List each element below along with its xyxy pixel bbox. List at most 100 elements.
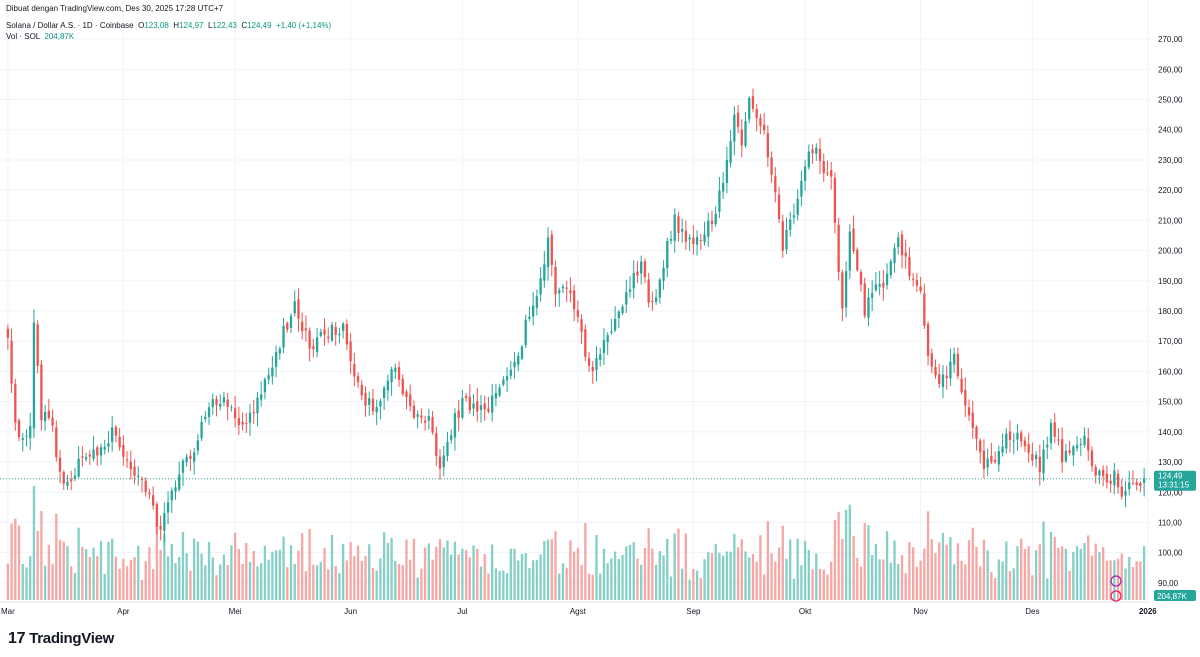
volume-bar: [364, 556, 367, 600]
candle-body: [662, 267, 665, 281]
x-tick-label: Nov: [913, 607, 927, 616]
candle-body: [930, 353, 933, 367]
price-axis[interactable]: 270,00 260,00 250,00 240,00 230,00 220,00 210,…: [1158, 35, 1183, 588]
tradingview-logo[interactable]: 17 TradingView: [8, 630, 114, 648]
candle-body: [789, 219, 792, 230]
candle-body: [710, 220, 714, 225]
volume-bar: [822, 569, 825, 600]
candle-body: [695, 237, 699, 245]
candle-body: [461, 398, 464, 418]
candle-body: [871, 292, 874, 298]
y-tick-label: 110,00: [1158, 518, 1182, 527]
volume-bar: [1049, 531, 1053, 600]
symbol-title[interactable]: Solana / Dollar A.S. · 1D · Coinbase: [6, 21, 134, 30]
volume-bar: [379, 558, 382, 600]
volume-bar: [744, 551, 747, 600]
y-tick-label: 230,00: [1158, 156, 1183, 165]
volume-bar: [908, 542, 911, 600]
candle-body: [610, 331, 613, 333]
candle-body: [938, 374, 941, 385]
volume-bar: [885, 531, 889, 600]
volume-bar: [952, 564, 956, 600]
candle-body: [818, 148, 822, 161]
candle-body: [658, 279, 661, 298]
volume-bar: [192, 538, 196, 600]
open-label: O: [138, 21, 145, 30]
volume-bar: [349, 542, 352, 600]
volume-bar: [1075, 546, 1079, 600]
volume-bar: [725, 551, 729, 600]
volume-label[interactable]: Vol · SOL: [6, 32, 40, 41]
candle-body: [111, 427, 114, 443]
volume-bar: [640, 564, 643, 600]
candle-body: [394, 367, 397, 372]
volume-bar: [505, 573, 509, 600]
candle-body: [543, 264, 546, 281]
candle-body: [1053, 422, 1056, 437]
candle-body: [248, 412, 252, 423]
time-axis[interactable]: Mar Apr Mei Jun Jul Agst Sep Okt Nov Des 2026: [0, 601, 1157, 616]
volume-bar: [826, 574, 829, 600]
event-icon[interactable]: [1110, 575, 1122, 587]
event-icon[interactable]: [1110, 590, 1122, 602]
candle-body: [1072, 446, 1075, 456]
volume-bar: [230, 545, 233, 600]
volume-bar: [189, 570, 192, 600]
candle-body: [155, 504, 159, 527]
candle-body: [282, 325, 285, 348]
volume-bar: [591, 574, 594, 600]
candle-body: [800, 180, 803, 197]
candle-body: [401, 379, 404, 395]
y-tick-label: 190,00: [1158, 277, 1183, 286]
volume-bar: [971, 527, 974, 600]
y-tick-label: 150,00: [1158, 398, 1183, 407]
volume-bar: [673, 533, 676, 600]
candle-body: [893, 248, 896, 264]
volume-bar: [338, 573, 341, 600]
candle-body: [613, 318, 617, 331]
candle-body: [960, 378, 963, 393]
volume-bar: [491, 544, 494, 600]
candle-body: [464, 396, 468, 399]
volume-bar: [368, 544, 371, 600]
candle-body: [509, 369, 512, 376]
candle-body: [494, 393, 498, 399]
candle-body: [640, 261, 643, 274]
candle-body: [792, 215, 796, 218]
candle-body: [152, 495, 155, 506]
candle-body: [941, 374, 945, 388]
volume-bar: [997, 559, 1000, 600]
volume-bar: [677, 528, 680, 600]
volume-bar: [1135, 561, 1138, 600]
volume-bar: [762, 574, 766, 600]
volume-bar: [1001, 561, 1004, 600]
volume-bar: [722, 555, 725, 600]
candle-body: [844, 271, 848, 308]
volume-bar: [550, 539, 553, 600]
candle-body: [606, 335, 609, 343]
volume-bar: [468, 557, 471, 600]
candle-body: [468, 396, 471, 411]
candle-body: [807, 151, 810, 168]
candle-body: [36, 324, 39, 366]
candle-body: [505, 376, 509, 381]
candle-body: [971, 412, 974, 428]
volume-bar: [114, 556, 118, 600]
candle-body: [431, 417, 434, 433]
volume-bar: [919, 560, 922, 600]
candle-body: [103, 447, 106, 450]
volume-bar: [260, 563, 263, 600]
candle-body: [390, 369, 393, 383]
volume-bar: [401, 565, 404, 600]
candle-body: [874, 284, 878, 291]
volume-bar: [636, 558, 639, 600]
volume-bar: [1079, 548, 1082, 600]
candle-body: [684, 230, 688, 242]
candle-body: [569, 290, 572, 294]
candle-body: [561, 286, 565, 289]
volume-bar: [6, 563, 10, 600]
candle-body: [312, 346, 315, 350]
volume-bar: [81, 546, 84, 600]
x-tick-label: 2026: [1139, 607, 1157, 616]
